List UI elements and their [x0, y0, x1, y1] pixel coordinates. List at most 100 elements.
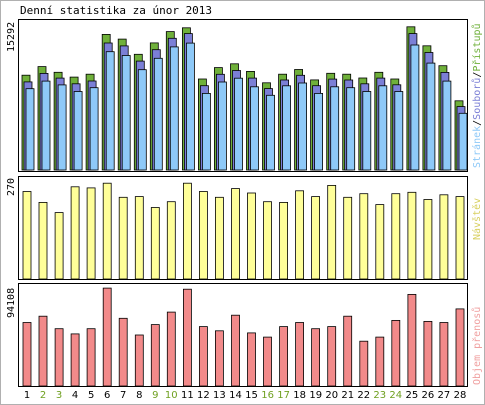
visits-bar: [263, 201, 272, 280]
bandwidth-bar: [407, 293, 417, 387]
day-label: 6: [104, 390, 110, 401]
bandwidth-bar: [247, 332, 256, 387]
visits-bar: [407, 191, 417, 280]
day-label: 4: [72, 390, 78, 401]
legend-bandwidth: Objem přenosů: [471, 307, 483, 385]
day-label: 19: [309, 390, 322, 401]
visits-bar: [22, 191, 32, 280]
hits-ymax-label: 15292: [6, 22, 17, 52]
visits-bar: [375, 204, 385, 280]
bandwidth-bar: [38, 315, 48, 387]
day-label: 16: [261, 390, 274, 401]
visits-ymax-label: 270: [6, 178, 17, 196]
bandwidth-bar: [198, 326, 208, 387]
hits-bar-hits: [153, 57, 163, 171]
legend-pages: Přístupů: [471, 23, 483, 71]
hits-bar-hits: [314, 93, 324, 171]
hits-bar-hits: [266, 94, 275, 171]
hits-bar-hits: [105, 51, 115, 171]
hits-bar-hits: [442, 80, 452, 171]
hits-bar-hits: [73, 91, 83, 171]
day-label: 5: [88, 390, 94, 401]
hits-bar-hits: [330, 86, 340, 171]
hits-bar-hits: [410, 44, 420, 171]
visits-bar: [198, 191, 208, 280]
svg-text:Stránek/Souborů/Přístupů: Stránek/Souborů/Přístupů: [471, 23, 483, 168]
day-label: 20: [325, 390, 338, 401]
visits-bar: [439, 194, 449, 280]
hits-bar-hits: [362, 91, 372, 171]
hits-bar-hits: [41, 80, 51, 171]
bars-layer: [21, 26, 468, 387]
bandwidth-bar: [102, 287, 112, 387]
hits-bar-hits: [282, 85, 292, 171]
day-label: 13: [213, 390, 226, 401]
hits-bar-hits: [121, 55, 131, 171]
hits-bar-hits: [234, 77, 243, 171]
day-label: 15: [245, 390, 258, 401]
day-label: 18: [293, 390, 306, 401]
visits-bar: [38, 201, 48, 280]
visits-bar: [86, 187, 96, 280]
bandwidth-bar: [311, 328, 321, 387]
visits-bar: [343, 196, 353, 280]
day-label: 1: [24, 390, 30, 401]
bandwidth-bar: [214, 330, 224, 387]
hits-bar-hits: [57, 84, 67, 171]
visits-bar: [455, 196, 465, 280]
day-labels: 1 2 3 4 5 6 7 8 9 10 11 12 13 14 15 16 17 18 19 20 21 22 23 24 2…: [24, 390, 467, 401]
visits-bar: [295, 190, 305, 280]
visits-bar: [54, 212, 64, 280]
day-label: 24: [389, 390, 402, 401]
hits-panel-frame: [18, 19, 468, 172]
visits-bar: [70, 186, 80, 280]
day-label: 26: [422, 390, 435, 401]
visits-bar: [118, 196, 128, 280]
bandwidth-bar: [70, 333, 80, 387]
bandwidth-bar: [439, 322, 449, 387]
hits-bar-hits: [169, 46, 179, 171]
legend-files: Souborů: [471, 78, 483, 120]
bandwidth-ymax-label: 94108: [6, 288, 17, 318]
legend-visits: Návštěv: [471, 198, 483, 240]
hits-bar-hits: [185, 42, 195, 171]
visits-bar: [391, 193, 401, 280]
bandwidth-bar: [22, 322, 32, 387]
bandwidth-bar: [391, 319, 401, 387]
visits-bar: [359, 193, 369, 280]
bandwidth-bar: [118, 317, 128, 387]
hits-bar-hits: [298, 82, 308, 171]
hits-legend: Stránek/Souborů/Přístupů: [471, 23, 483, 168]
bandwidth-bar: [295, 322, 305, 387]
hits-bar-hits: [201, 93, 211, 171]
bandwidth-bar: [231, 314, 240, 387]
bandwidth-bar: [166, 311, 176, 387]
day-label: 7: [120, 390, 126, 401]
bandwidth-panel-frame: [18, 283, 468, 387]
chart-title: Denní statistika za únor 2013: [20, 4, 212, 17]
day-label: 27: [438, 390, 451, 401]
day-label: 23: [373, 390, 386, 401]
visits-bar: [279, 201, 289, 280]
day-label: 28: [454, 390, 467, 401]
hits-bar-hits: [346, 87, 356, 171]
hits-bar-hits: [458, 112, 468, 171]
bandwidth-bar: [279, 326, 289, 387]
visits-bar: [231, 188, 240, 280]
hits-bar-hits: [217, 81, 227, 171]
legend-hits: Stránek: [471, 126, 483, 168]
day-label: 22: [357, 390, 370, 401]
bandwidth-bar: [423, 320, 433, 387]
visits-panel-frame: [18, 176, 468, 280]
visits-bar: [102, 182, 112, 280]
hits-bar-hits: [426, 62, 436, 171]
bandwidth-bar: [54, 328, 64, 387]
day-label: 2: [40, 390, 46, 401]
day-label: 8: [136, 390, 142, 401]
bandwidth-bar: [182, 288, 192, 387]
bandwidth-bar: [455, 308, 465, 387]
visits-bar: [423, 199, 433, 280]
day-label: 17: [277, 390, 290, 401]
